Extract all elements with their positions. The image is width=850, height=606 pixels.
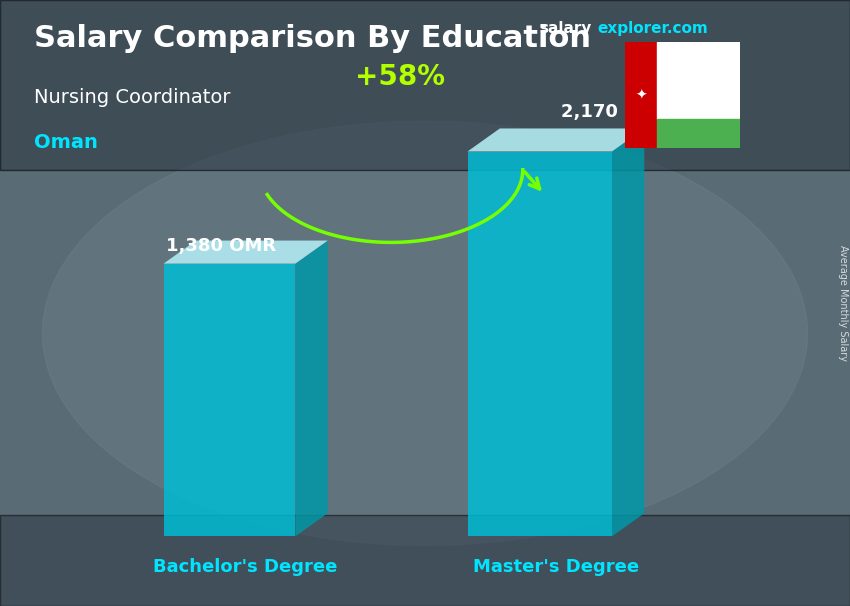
Text: Bachelor's Degree: Bachelor's Degree bbox=[154, 558, 337, 576]
Text: Nursing Coordinator: Nursing Coordinator bbox=[34, 88, 230, 107]
Text: explorer.com: explorer.com bbox=[598, 21, 708, 36]
FancyBboxPatch shape bbox=[0, 515, 850, 606]
Text: Salary Comparison By Education: Salary Comparison By Education bbox=[34, 24, 591, 53]
Bar bbox=[657, 119, 740, 148]
Ellipse shape bbox=[42, 121, 807, 545]
Text: Master's Degree: Master's Degree bbox=[473, 558, 639, 576]
FancyBboxPatch shape bbox=[0, 0, 850, 170]
Polygon shape bbox=[296, 241, 327, 536]
Polygon shape bbox=[612, 128, 644, 536]
Text: Oman: Oman bbox=[34, 133, 98, 152]
Polygon shape bbox=[468, 152, 612, 536]
Text: 2,170 OMR: 2,170 OMR bbox=[561, 103, 672, 121]
Text: Average Monthly Salary: Average Monthly Salary bbox=[838, 245, 848, 361]
Polygon shape bbox=[468, 128, 644, 152]
Text: 1,380 OMR: 1,380 OMR bbox=[166, 236, 276, 255]
Polygon shape bbox=[163, 241, 327, 264]
Bar bbox=[657, 42, 740, 119]
Text: +58%: +58% bbox=[354, 63, 445, 91]
Text: salary: salary bbox=[540, 21, 592, 36]
Text: ✦: ✦ bbox=[635, 88, 647, 102]
Polygon shape bbox=[163, 264, 296, 536]
